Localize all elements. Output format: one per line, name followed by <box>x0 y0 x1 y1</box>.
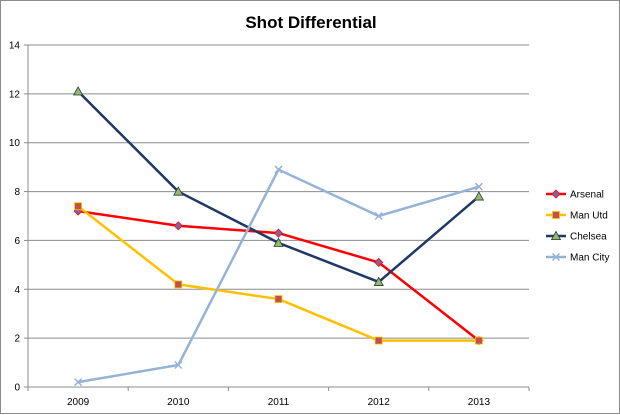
data-point-man-utd <box>374 336 383 345</box>
legend-item-man-utd: Man Utd <box>546 211 608 222</box>
series-line-man-utd <box>77 205 479 342</box>
x-tick-label: 2013 <box>468 397 491 408</box>
data-point-arsenal <box>374 257 384 267</box>
data-point-man-city <box>274 165 283 174</box>
legend-marker <box>551 252 561 262</box>
data-point-arsenal <box>173 221 183 231</box>
data-point-man-utd <box>74 202 82 211</box>
data-point-man-utd <box>274 295 283 303</box>
gridlines <box>28 44 529 339</box>
data-point-man-city <box>374 211 383 221</box>
x-tick-label: 2009 <box>67 397 90 408</box>
data-point-chelsea <box>373 276 384 286</box>
chart-title: Shot Differential <box>245 13 376 32</box>
series-arsenal <box>73 206 484 346</box>
x-tick-label: 2012 <box>368 397 391 408</box>
data-point-chelsea <box>273 237 284 247</box>
y-tick-label: 14 <box>9 41 21 52</box>
series-man-city <box>74 165 483 387</box>
data-point-chelsea <box>473 191 485 201</box>
data-point-man-city <box>474 182 483 191</box>
legend-label: Chelsea <box>570 232 607 243</box>
y-tick-label: 6 <box>14 236 20 247</box>
series-chelsea <box>72 86 485 286</box>
data-point-man-city <box>174 360 183 370</box>
data-point-arsenal <box>273 228 284 238</box>
legend-item-arsenal: Arsenal <box>546 189 604 201</box>
legend-item-man-city: Man City <box>546 253 609 264</box>
axes: 0 2 4 6 8 10 12 14 2009 2010 2011 2012 2013 <box>9 41 530 408</box>
y-tick-label: 4 <box>14 285 20 296</box>
legend-label: Man City <box>570 253 609 264</box>
y-tick-label: 10 <box>9 138 21 149</box>
legend: Arsenal Man Utd Chelsea Man City <box>546 189 609 264</box>
legend-marker <box>551 189 561 199</box>
y-tick-label: 8 <box>14 187 20 198</box>
legend-marker <box>550 230 562 241</box>
legend-marker <box>552 211 560 219</box>
data-point-chelsea <box>173 186 184 196</box>
series-man-utd <box>74 202 483 345</box>
legend-label: Man Utd <box>570 211 608 222</box>
legend-label: Arsenal <box>570 190 604 201</box>
y-tick-label: 0 <box>14 383 20 394</box>
data-point-man-city <box>74 378 83 387</box>
legend-item-chelsea: Chelsea <box>546 230 607 243</box>
data-point-man-utd <box>474 336 483 345</box>
series-lines <box>72 86 485 387</box>
data-point-man-utd <box>174 280 183 289</box>
x-tick-label: 2011 <box>268 397 290 408</box>
y-tick-label: 2 <box>14 334 20 345</box>
series-line-man-city <box>77 168 480 384</box>
data-point-chelsea <box>72 86 84 96</box>
x-tick-label: 2010 <box>167 397 190 408</box>
y-tick-label: 12 <box>9 89 21 100</box>
